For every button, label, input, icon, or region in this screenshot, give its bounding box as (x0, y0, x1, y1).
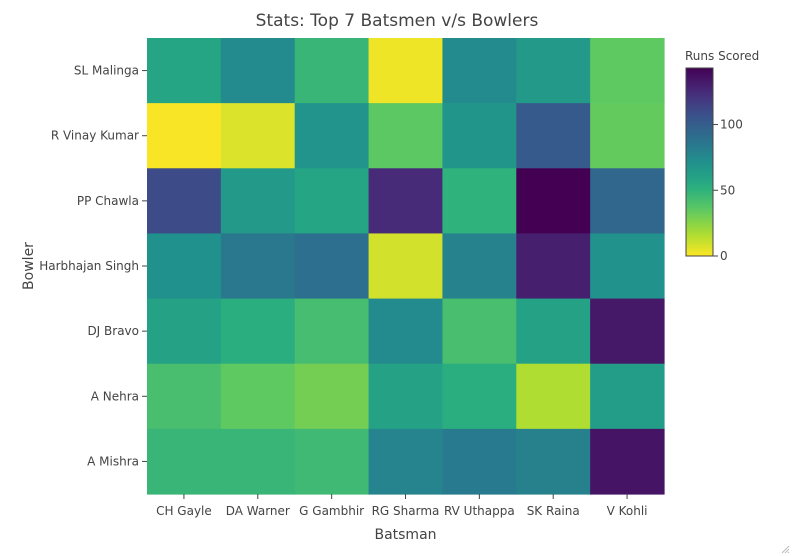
heatmap-cell[interactable] (294, 103, 370, 169)
x-tick-label: G Gambhir (299, 504, 364, 518)
colorbar-tick-label: 0 (720, 249, 728, 263)
x-tick-label: DA Warner (226, 504, 290, 518)
heatmap-cell[interactable] (294, 363, 370, 430)
heatmap-cell[interactable] (294, 428, 370, 495)
heatmap-cell[interactable] (294, 233, 370, 300)
heatmap-cell[interactable] (220, 428, 296, 495)
colorbar-tick-label: 100 (720, 118, 743, 132)
heatmap-cell[interactable] (442, 363, 517, 430)
y-axis-title: Bowler (21, 242, 37, 290)
y-tick-label: DJ Bravo (87, 324, 139, 338)
heatmap-cell[interactable] (368, 363, 444, 430)
heatmap-cell[interactable] (294, 168, 370, 235)
heatmap-cell[interactable] (516, 168, 591, 235)
heatmap-cell[interactable] (516, 363, 591, 430)
heatmap-cell[interactable] (590, 428, 665, 495)
heatmap-cell[interactable] (220, 103, 296, 169)
heatmap-cell[interactable] (147, 428, 222, 495)
y-tick-label: PP Chawla (77, 194, 139, 208)
heatmap-cell[interactable] (442, 233, 517, 300)
colorbar-ticks: 0 50 100 (713, 118, 743, 263)
heatmap-cell[interactable] (294, 38, 370, 104)
y-tick-label: A Mishra (87, 454, 139, 468)
heatmap-cell[interactable] (294, 298, 370, 365)
x-axis-title: Batsman (374, 527, 436, 543)
x-tick-label: SK Raina (527, 504, 580, 518)
heatmap-cell[interactable] (590, 38, 665, 104)
heatmap-cell[interactable] (590, 363, 665, 430)
heatmap-cell[interactable] (147, 168, 222, 235)
colorbar-gradient (685, 67, 714, 257)
heatmap-cell[interactable] (147, 103, 222, 169)
heatmap-cell[interactable] (368, 298, 444, 365)
y-tick-label: R Vinay Kumar (51, 129, 139, 143)
x-tick-label: CH Gayle (156, 504, 212, 518)
heatmap-cell[interactable] (220, 363, 296, 430)
y-tick-label: Harbhajan Singh (39, 259, 139, 273)
heatmap-cell[interactable] (368, 103, 444, 169)
heatmap-cell[interactable] (368, 168, 444, 235)
heatmap-cell[interactable] (442, 38, 517, 104)
resize-grip-icon[interactable] (780, 544, 790, 554)
heatmap-cell[interactable] (442, 298, 517, 365)
heatmap-cell[interactable] (368, 428, 444, 495)
heatmap-cell[interactable] (590, 168, 665, 235)
y-tick-label: SL Malinga (74, 64, 139, 78)
heatmap-cell[interactable] (590, 233, 665, 300)
y-axis-ticks: SL Malinga R Vinay Kumar PP Chawla Harbhaja… (39, 64, 147, 468)
colorbar-tick-label: 50 (720, 183, 735, 197)
heatmap-cell[interactable] (516, 428, 591, 495)
heatmap-cell[interactable] (442, 428, 517, 495)
heatmap-cell[interactable] (147, 298, 222, 365)
heatmap-cell[interactable] (516, 298, 591, 365)
heatmap-cell[interactable] (147, 38, 222, 104)
y-tick-label: A Nehra (91, 389, 139, 403)
x-axis-ticks: CH Gayle DA Warner G Gambhir RG Sharma RV Ut… (156, 494, 648, 518)
heatmap-cell[interactable] (590, 103, 665, 169)
chart-title: Stats: Top 7 Batsmen v/s Bowlers (256, 11, 539, 31)
heatmap-cell[interactable] (590, 298, 665, 365)
colorbar-title: Runs Scored (685, 49, 759, 63)
heatmap-cell[interactable] (368, 38, 444, 104)
x-tick-label: V Kohli (607, 504, 648, 518)
heatmap-cell[interactable] (516, 233, 591, 300)
heatmap-cell[interactable] (442, 103, 517, 169)
heatmap-cell[interactable] (220, 233, 296, 300)
heatmap-cell[interactable] (442, 168, 517, 235)
heatmap-cell[interactable] (220, 38, 296, 104)
heatmap-cells (147, 38, 665, 495)
colorbar: Runs Scored 0 50 100 (685, 49, 759, 263)
heatmap-cell[interactable] (516, 103, 591, 169)
heatmap-cell[interactable] (220, 298, 296, 365)
heatmap-cell[interactable] (147, 363, 222, 430)
heatmap-cell[interactable] (368, 233, 444, 300)
x-tick-label: RG Sharma (372, 504, 440, 518)
heatmap-cell[interactable] (147, 233, 222, 300)
heatmap-cell[interactable] (516, 38, 591, 104)
heatmap-cell[interactable] (220, 168, 296, 235)
x-tick-label: RV Uthappa (444, 504, 515, 518)
